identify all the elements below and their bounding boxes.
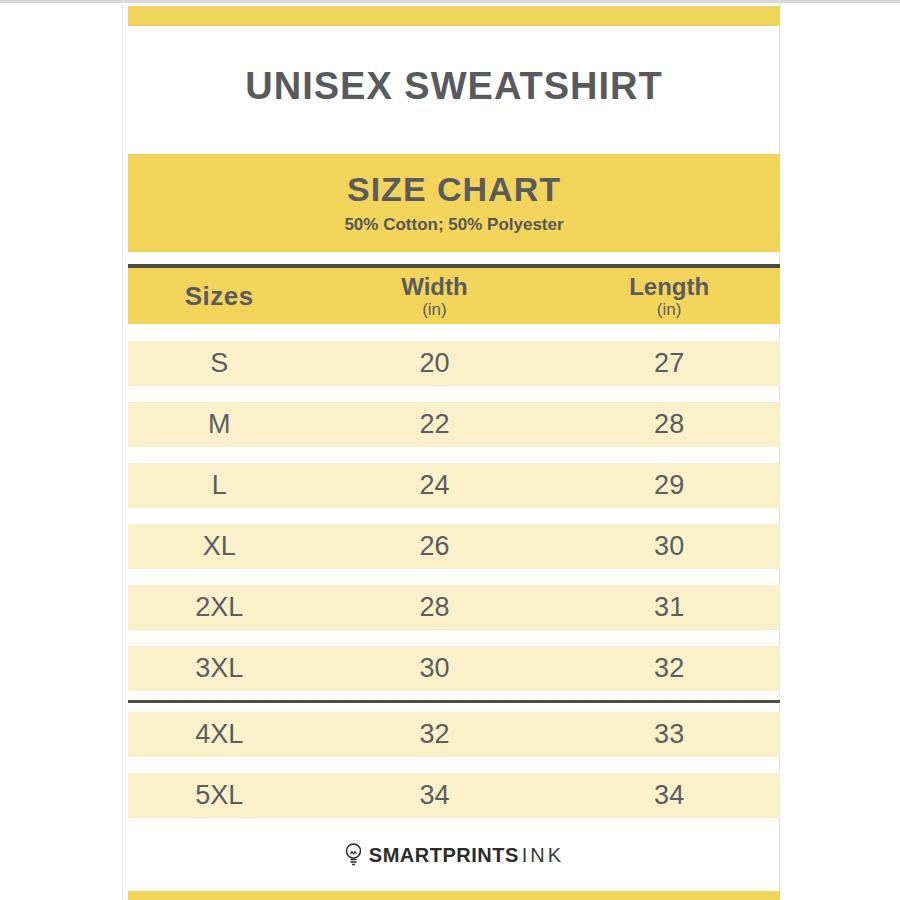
table-row-l: L 24 29	[128, 463, 780, 508]
column-header-width: Width (in)	[311, 274, 559, 319]
size-cell: L	[128, 470, 311, 501]
table-row-5xl: 5XL 34 34	[128, 773, 780, 818]
table-row-xl: XL 26 30	[128, 524, 780, 569]
page-title: UNISEX SWEATSHIRT	[128, 62, 780, 110]
content-column: UNISEX SWEATSHIRT SIZE CHART 50% Cotton;…	[128, 0, 780, 900]
width-cell: 28	[311, 592, 559, 623]
table-row-4xl: 4XL 32 33	[128, 712, 780, 757]
width-header-label: Width	[401, 274, 467, 300]
length-cell: 32	[558, 653, 780, 684]
width-unit-label: (in)	[422, 300, 447, 319]
length-cell: 27	[558, 348, 780, 379]
bottom-accent-bar	[128, 891, 780, 900]
size-cell: M	[128, 409, 311, 440]
size-cell: 4XL	[128, 719, 311, 750]
top-accent-bar	[128, 6, 780, 26]
length-cell: 34	[558, 780, 780, 811]
size-cell: XL	[128, 531, 311, 562]
brand-logo: SMARTPRINTS INK	[128, 840, 780, 870]
length-cell: 29	[558, 470, 780, 501]
mid-table-rule	[128, 700, 780, 703]
table-row-2xl: 2XL 28 31	[128, 585, 780, 630]
column-header-sizes: Sizes	[128, 281, 311, 312]
width-cell: 24	[311, 470, 559, 501]
brand-name-light: INK	[522, 844, 564, 867]
fabric-composition-label: 50% Cotton; 50% Polyester	[128, 215, 780, 235]
table-row-3xl: 3XL 30 32	[128, 646, 780, 691]
size-cell: 5XL	[128, 780, 311, 811]
size-chart-banner: SIZE CHART 50% Cotton; 50% Polyester	[128, 154, 780, 252]
width-cell: 26	[311, 531, 559, 562]
length-header-label: Length	[629, 274, 709, 300]
size-cell: 3XL	[128, 653, 311, 684]
width-cell: 20	[311, 348, 559, 379]
width-cell: 32	[311, 719, 559, 750]
table-row-m: M 22 28	[128, 402, 780, 447]
lightbulb-icon	[344, 842, 363, 870]
size-chart-page: UNISEX SWEATSHIRT SIZE CHART 50% Cotton;…	[0, 0, 900, 900]
width-cell: 34	[311, 780, 559, 811]
left-edge-line	[122, 0, 123, 900]
length-cell: 31	[558, 592, 780, 623]
width-cell: 22	[311, 409, 559, 440]
size-cell: S	[128, 348, 311, 379]
length-unit-label: (in)	[657, 300, 682, 319]
length-cell: 33	[558, 719, 780, 750]
length-cell: 30	[558, 531, 780, 562]
size-chart-heading: SIZE CHART	[128, 169, 780, 209]
table-row-s: S 20 27	[128, 341, 780, 386]
width-cell: 30	[311, 653, 559, 684]
table-header-row: Sizes Width (in) Length (in)	[128, 268, 780, 324]
sizes-header-label: Sizes	[185, 281, 254, 312]
brand-name-bold: SMARTPRINTS	[369, 844, 519, 867]
length-cell: 28	[558, 409, 780, 440]
size-cell: 2XL	[128, 592, 311, 623]
column-header-length: Length (in)	[558, 274, 780, 319]
